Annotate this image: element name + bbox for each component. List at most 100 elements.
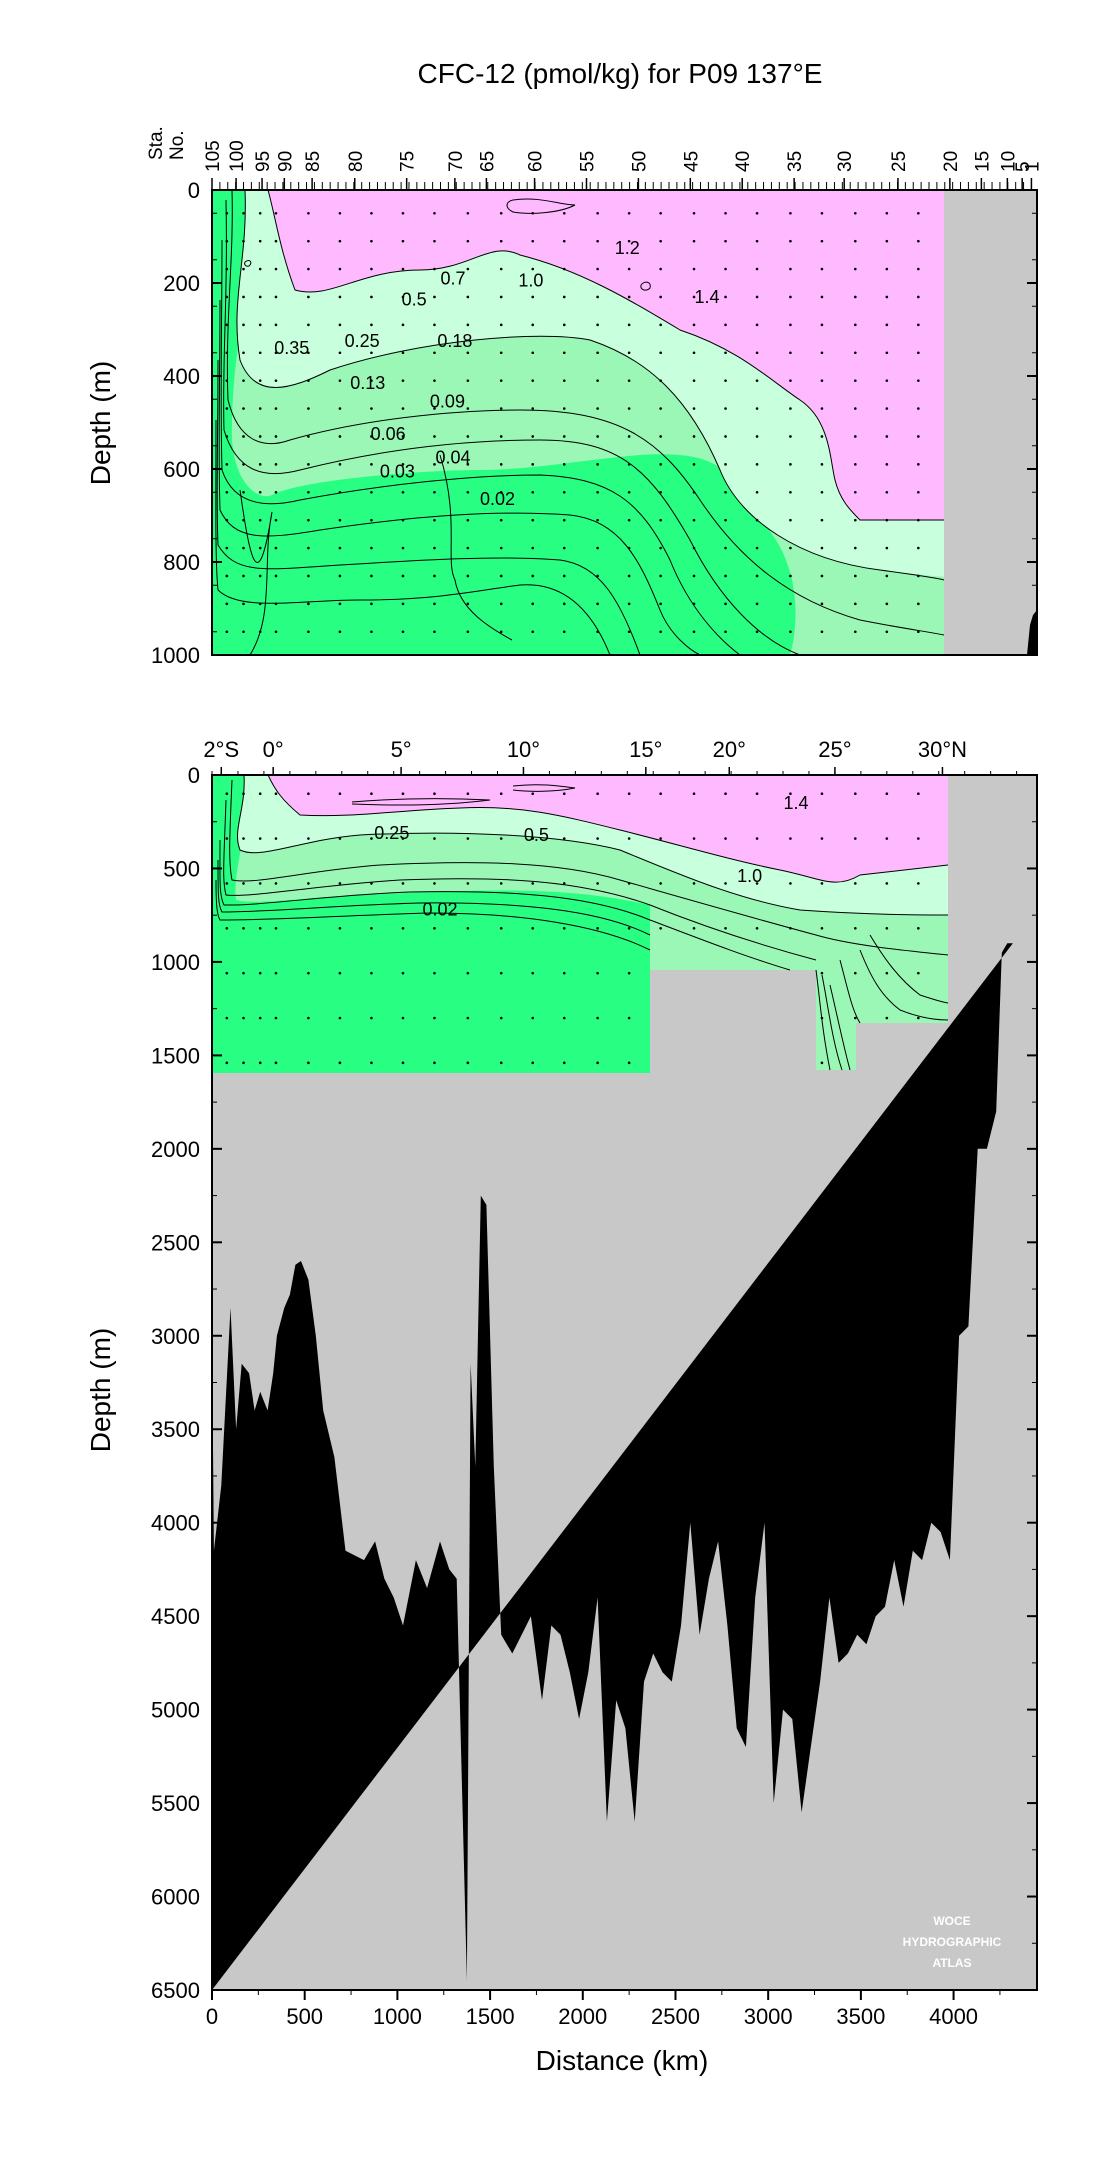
- sample-dot: [401, 211, 405, 215]
- sample-dot: [242, 882, 245, 885]
- sample-dot: [258, 295, 262, 299]
- sample-dot: [854, 926, 857, 930]
- sample-dot: [258, 239, 262, 243]
- sample-dot: [499, 267, 503, 271]
- lower-x-ticks: 0 500 1000 1500 2000 2500 3000 3500 4000: [206, 1990, 1001, 2029]
- y-tick-label: 6500: [151, 1978, 200, 2003]
- sample-dot: [531, 267, 535, 271]
- contour-line: [506, 198, 576, 214]
- sample-dot: [499, 546, 503, 550]
- sample-dot: [755, 630, 759, 634]
- sample-dot: [917, 211, 920, 215]
- sample-dot: [755, 463, 759, 466]
- sample-dot: [755, 295, 759, 299]
- sample-dot: [627, 239, 631, 243]
- sample-dot: [466, 379, 470, 382]
- sample-dot: [274, 211, 278, 215]
- sample-dot: [659, 211, 662, 215]
- sample-dot: [258, 546, 262, 550]
- sample-dot: [885, 351, 889, 355]
- x-tick-label: 2000: [558, 2004, 607, 2029]
- sample-dot: [562, 239, 566, 243]
- sample-dot: [370, 211, 373, 215]
- latitude-tick-label: 5°: [391, 737, 412, 762]
- sample-dot: [338, 239, 342, 243]
- sample-dot: [659, 239, 662, 243]
- sample-dot: [692, 379, 696, 382]
- lower-pink-field: [268, 775, 948, 883]
- sample-dot: [692, 926, 696, 930]
- sample-dot: [338, 267, 342, 271]
- y-tick-label: 3500: [151, 1417, 200, 1442]
- sample-dot: [338, 926, 342, 930]
- y-tick-label: 5500: [151, 1791, 200, 1816]
- upper-panel: 1.21.41.00.70.50.35 0.25 0.180.130.090.060…: [85, 126, 1043, 668]
- sample-dot: [307, 602, 310, 606]
- sample-dot: [338, 602, 342, 606]
- sample-dot: [433, 1061, 436, 1065]
- contour-line: [267, 190, 944, 521]
- sample-dot: [466, 463, 470, 466]
- contour-line: [237, 775, 949, 916]
- station-tick-label: 70: [446, 151, 467, 172]
- sample-dot: [854, 211, 857, 215]
- sample-dot: [854, 837, 857, 840]
- sample-dot: [755, 490, 759, 494]
- sample-dot: [466, 211, 470, 215]
- sample-dot: [596, 1016, 599, 1020]
- sample-dot: [724, 490, 727, 494]
- sample-dot: [820, 323, 824, 327]
- sample-dot: [274, 323, 278, 327]
- sample-dot: [724, 295, 727, 299]
- sample-dot: [401, 295, 405, 299]
- latitude-tick-label: 0°: [263, 737, 284, 762]
- sample-dot: [258, 1016, 262, 1020]
- sample-dot: [562, 351, 566, 355]
- latitude-tick-label: 10°: [507, 737, 540, 762]
- y-tick-label: 3000: [151, 1324, 200, 1349]
- sample-dot: [499, 239, 503, 243]
- contour-line: [216, 359, 641, 655]
- sample-dot: [499, 882, 503, 885]
- sample-dot: [596, 546, 599, 550]
- station-tick-label: 35: [785, 151, 806, 172]
- contour-label: 0.04: [435, 447, 470, 467]
- sample-dot: [820, 351, 824, 355]
- sample-dot: [885, 546, 889, 550]
- sample-dot: [433, 1016, 436, 1020]
- sample-dot: [789, 518, 792, 522]
- sample-dot: [531, 630, 535, 634]
- sample-dot: [466, 351, 470, 355]
- sample-dot: [917, 574, 920, 578]
- sample-dot: [225, 792, 229, 795]
- y-tick-label: 1000: [151, 950, 200, 975]
- sample-dot: [724, 518, 727, 522]
- x-tick-label: 2500: [651, 2004, 700, 2029]
- sample-dot: [433, 546, 436, 550]
- sample-dot: [274, 546, 278, 550]
- sample-dot: [627, 379, 631, 382]
- sample-dot: [659, 435, 662, 438]
- sample-dot: [274, 463, 278, 466]
- y-tick-label: 1000: [151, 643, 200, 668]
- sample-dot: [307, 1016, 310, 1020]
- sample-dot: [692, 490, 696, 494]
- contour-line: [869, 934, 949, 1004]
- latitude-tick-label: 15°: [629, 737, 662, 762]
- sample-dot: [596, 630, 599, 634]
- sample-dot: [917, 351, 920, 355]
- sample-dot: [562, 267, 566, 271]
- sample-dot: [433, 351, 436, 355]
- station-ticks: 105 100 95 90 85 80 75 70 65 60 55 50 45 40 35 30 25 20 15…: [203, 140, 1043, 190]
- sample-dot: [274, 1016, 278, 1020]
- sample-dot: [433, 407, 436, 410]
- sample-dot: [531, 239, 535, 243]
- sample-dot: [225, 323, 229, 327]
- sample-dot: [370, 882, 373, 885]
- lower-contour-lines: [215, 775, 949, 1071]
- sample-dot: [596, 435, 599, 438]
- sample-dot: [854, 546, 857, 550]
- sample-dot: [917, 518, 920, 522]
- station-tick-label: 5: [1013, 161, 1034, 172]
- sample-dot: [755, 882, 759, 885]
